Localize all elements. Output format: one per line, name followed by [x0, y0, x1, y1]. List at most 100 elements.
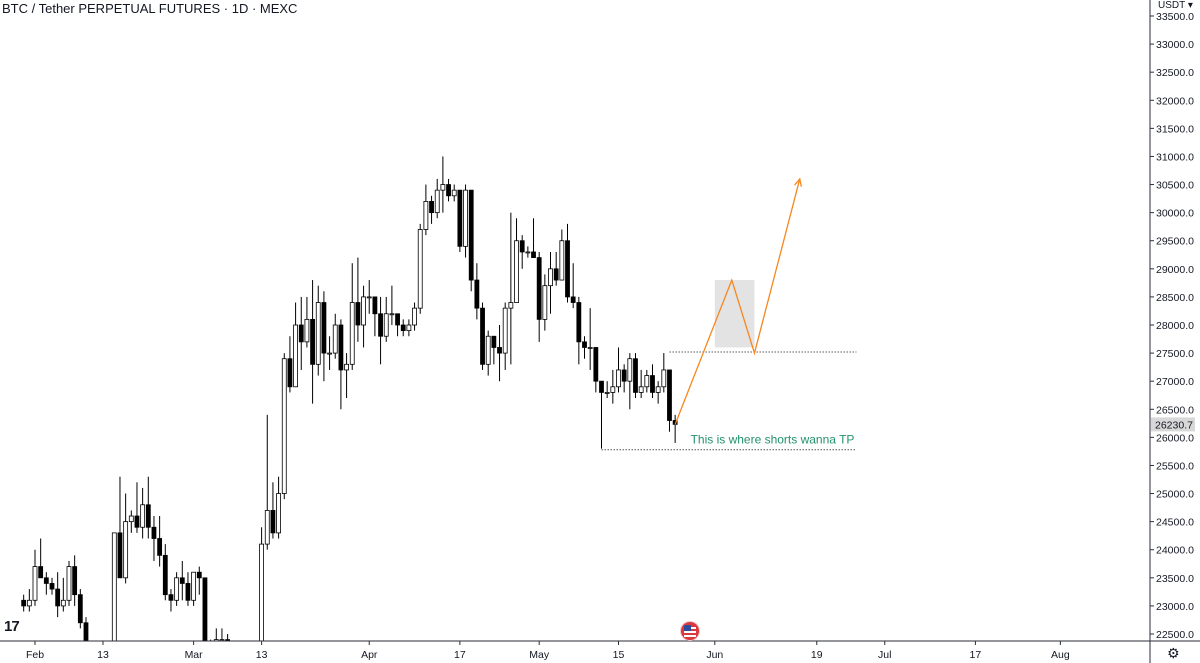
candle	[525, 246, 531, 258]
candle	[134, 482, 140, 533]
candle-body	[468, 189, 474, 281]
candle-body	[327, 352, 332, 355]
candle	[32, 549, 38, 606]
candle	[474, 263, 480, 320]
y-tick-label: 24500.0	[1156, 517, 1194, 529]
candle-body	[191, 571, 197, 601]
candle-body	[185, 583, 191, 601]
candle-body	[434, 189, 440, 214]
candle	[26, 589, 32, 612]
candle	[202, 577, 208, 641]
candle	[633, 353, 638, 399]
candle-body	[264, 509, 270, 545]
x-tick-label: 13	[97, 649, 109, 661]
candle	[587, 308, 593, 370]
candle-body	[344, 363, 349, 371]
candle	[270, 482, 276, 539]
candle-body	[553, 268, 559, 281]
y-tick-label: 22500.0	[1156, 629, 1194, 641]
candle	[542, 274, 548, 331]
candle-body	[514, 240, 519, 303]
candle	[593, 347, 599, 393]
candle	[293, 302, 298, 388]
candle	[644, 369, 650, 393]
candle-body	[412, 307, 417, 326]
candle-body	[355, 302, 361, 326]
tradingview-logo[interactable]: 17	[4, 618, 20, 635]
candle-body	[117, 532, 123, 579]
candle	[83, 617, 89, 641]
candle-body	[417, 229, 423, 309]
candle	[327, 336, 332, 370]
candle-body	[570, 296, 576, 303]
candle	[497, 325, 502, 382]
candle	[553, 251, 559, 286]
candle-body	[548, 268, 553, 287]
gear-icon[interactable]: ⚙	[1167, 645, 1180, 661]
candle-body	[287, 358, 293, 388]
candle-body	[55, 588, 61, 607]
candle-body	[599, 380, 604, 393]
candle	[548, 251, 553, 314]
candle-body	[38, 566, 44, 579]
candle	[72, 555, 78, 606]
candle	[638, 369, 644, 399]
us-flag-icon[interactable]	[681, 622, 699, 640]
candle	[491, 335, 497, 365]
candle-body	[565, 240, 570, 298]
x-tick-label: 17	[454, 649, 466, 661]
candle	[616, 347, 621, 393]
candle	[191, 571, 197, 606]
candle	[225, 634, 231, 641]
candle-body	[667, 369, 672, 421]
y-tick-label: 29500.0	[1156, 236, 1194, 248]
candle-body	[457, 189, 463, 247]
candle	[508, 212, 514, 365]
y-tick-label: 23000.0	[1156, 601, 1194, 613]
candle	[355, 257, 361, 342]
candle-body	[270, 509, 276, 534]
y-tick-label: 33500.0	[1156, 11, 1194, 23]
y-tick-label: 25000.0	[1156, 489, 1194, 501]
candle	[264, 414, 270, 550]
candle	[655, 381, 661, 404]
candle	[627, 353, 633, 410]
candle-body	[423, 200, 429, 230]
candle	[66, 560, 72, 606]
candle	[361, 285, 366, 348]
candle-body	[446, 184, 451, 197]
y-tick-label: 26000.0	[1156, 432, 1194, 444]
candle	[321, 291, 327, 382]
currency-label: USDT	[1158, 0, 1186, 11]
candle	[168, 589, 174, 612]
candle	[423, 184, 429, 236]
candle-body	[559, 240, 565, 281]
candle	[576, 296, 582, 365]
candle	[140, 487, 146, 539]
candle	[310, 280, 315, 404]
candle-body	[140, 504, 146, 528]
candle-body	[145, 504, 151, 528]
candle	[55, 572, 61, 618]
candle	[145, 476, 151, 539]
candle-body	[633, 358, 638, 393]
candle	[123, 493, 129, 584]
projection-path	[674, 178, 801, 425]
y-tick-label: 30000.0	[1156, 208, 1194, 220]
candle-body	[621, 369, 627, 382]
candle-body	[111, 532, 117, 641]
y-tick-label: 25500.0	[1156, 460, 1194, 472]
y-tick-label: 33000.0	[1156, 39, 1194, 51]
x-tick-label: Jun	[706, 649, 723, 661]
candle-body	[128, 515, 134, 523]
candle-body	[485, 335, 491, 365]
currency-selector[interactable]: USDT ▾	[1158, 0, 1193, 11]
candle-body	[440, 184, 446, 191]
candle	[259, 527, 265, 641]
candle-body	[83, 622, 89, 641]
candle	[661, 353, 667, 393]
candle	[395, 313, 400, 337]
y-tick-label: 28000.0	[1156, 320, 1194, 332]
candle-body	[502, 307, 508, 354]
